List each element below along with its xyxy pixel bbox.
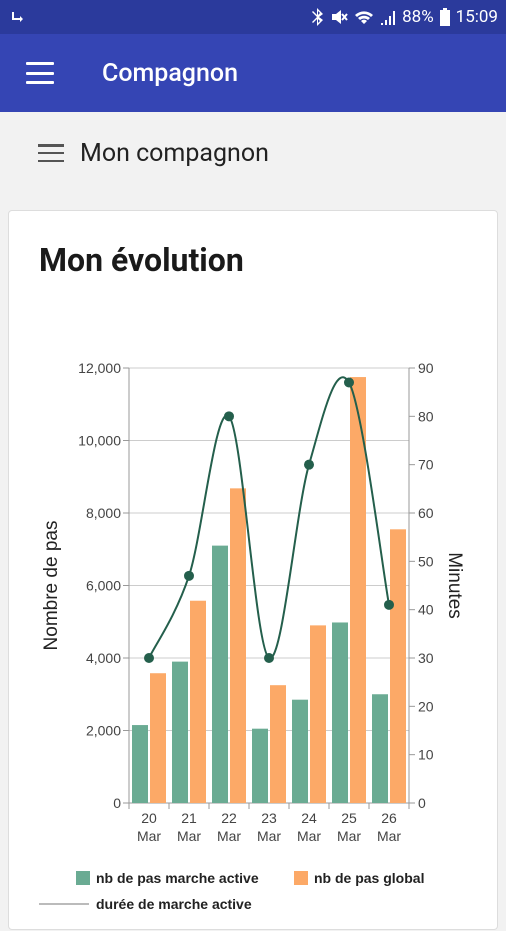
bar-active[interactable] [212,545,228,803]
x-tick-label-month: Mar [337,828,361,844]
y-tick-label: 10,000 [78,433,121,449]
section-title: Mon compagnon [80,138,269,168]
line-point[interactable] [224,411,234,422]
line-point[interactable] [264,653,274,663]
x-tick-label-month: Mar [177,828,201,844]
x-tick-label-day: 25 [341,810,357,826]
hamburger-menu-icon[interactable] [26,62,54,84]
y-tick-label: 6,000 [86,578,121,594]
y2-tick-label: 10 [418,747,434,763]
usb-notification-icon [12,12,23,22]
x-tick-label-day: 26 [381,810,397,826]
y-tick-label: 12,000 [78,360,121,376]
y-tick-label: 0 [113,795,121,811]
legend-swatch-active [76,871,90,885]
bar-global[interactable] [270,685,286,803]
bar-global[interactable] [230,488,246,803]
app-title: Compagnon [102,58,238,88]
y2-axis-title: Minutes [444,552,465,619]
bar-global[interactable] [190,600,206,803]
x-tick-label-day: 23 [261,810,277,826]
y2-tick-label: 30 [418,650,434,666]
status-time: 15:09 [455,7,498,27]
bluetooth-icon [312,8,324,26]
x-tick-label-month: Mar [257,828,281,844]
status-right: 88% 15:09 [312,7,498,27]
legend-label-global: nb de pas global [314,870,424,886]
line-point[interactable] [344,377,354,388]
mute-icon [332,10,348,24]
battery-percent: 88% [402,7,434,27]
y-tick-label: 4,000 [86,650,121,666]
bar-global[interactable] [150,673,166,803]
y2-tick-label: 80 [418,408,434,424]
y-tick-label: 8,000 [86,505,121,521]
x-tick-label-day: 20 [141,810,157,826]
section-header: Mon compagnon [0,112,506,194]
x-tick-label-month: Mar [217,828,241,844]
bar-global[interactable] [350,377,366,803]
bar-active[interactable] [252,728,268,803]
evolution-chart: 0 2,000 4,000 6,000 8,000 10,000 12,000 0 10 20 30… [39,360,465,912]
bar-active[interactable] [332,622,348,803]
x-tick-label-month: Mar [297,828,321,844]
x-tick-label-day: 21 [181,810,197,826]
bar-active[interactable] [372,694,388,803]
app-bar: Compagnon [0,34,506,112]
bar-active[interactable] [132,725,148,803]
legend-label-duration: durée de marche active [96,896,252,912]
signal-icon [381,11,396,25]
legend-label-active: nb de pas marche active [96,870,259,886]
y2-tick-label: 70 [418,457,434,473]
legend-swatch-global [294,871,308,885]
bar-active[interactable] [292,699,308,803]
section-menu-icon[interactable] [38,144,64,162]
line-point[interactable] [144,653,154,663]
line-point[interactable] [184,570,194,581]
x-tick-label-day: 24 [301,810,317,826]
bar-active[interactable] [172,661,188,803]
y2-tick-label: 50 [418,553,434,569]
line-point[interactable] [384,599,394,610]
y2-tick-label: 40 [418,602,434,618]
evolution-card: Mon évolution 0 2,000 4,000 6,000 8,000 10,00… [8,210,498,930]
status-left [10,10,24,24]
card-title: Mon évolution [39,241,244,279]
y-axis-title: Nombre de pas [41,521,62,651]
y2-tick-label: 60 [418,505,434,521]
x-tick-label-month: Mar [137,828,161,844]
line-point[interactable] [304,459,314,470]
y-tick-label: 2,000 [86,723,121,739]
y2-tick-label: 20 [418,698,434,714]
wifi-icon [355,11,374,24]
y2-tick-label: 90 [418,360,434,376]
x-tick-label-day: 22 [221,810,237,826]
status-bar: 88% 15:09 [0,0,506,34]
bar-global[interactable] [310,625,326,803]
battery-icon [439,8,450,26]
y2-tick-label: 0 [418,795,426,811]
bar-global[interactable] [390,529,406,803]
x-tick-label-month: Mar [377,828,401,844]
